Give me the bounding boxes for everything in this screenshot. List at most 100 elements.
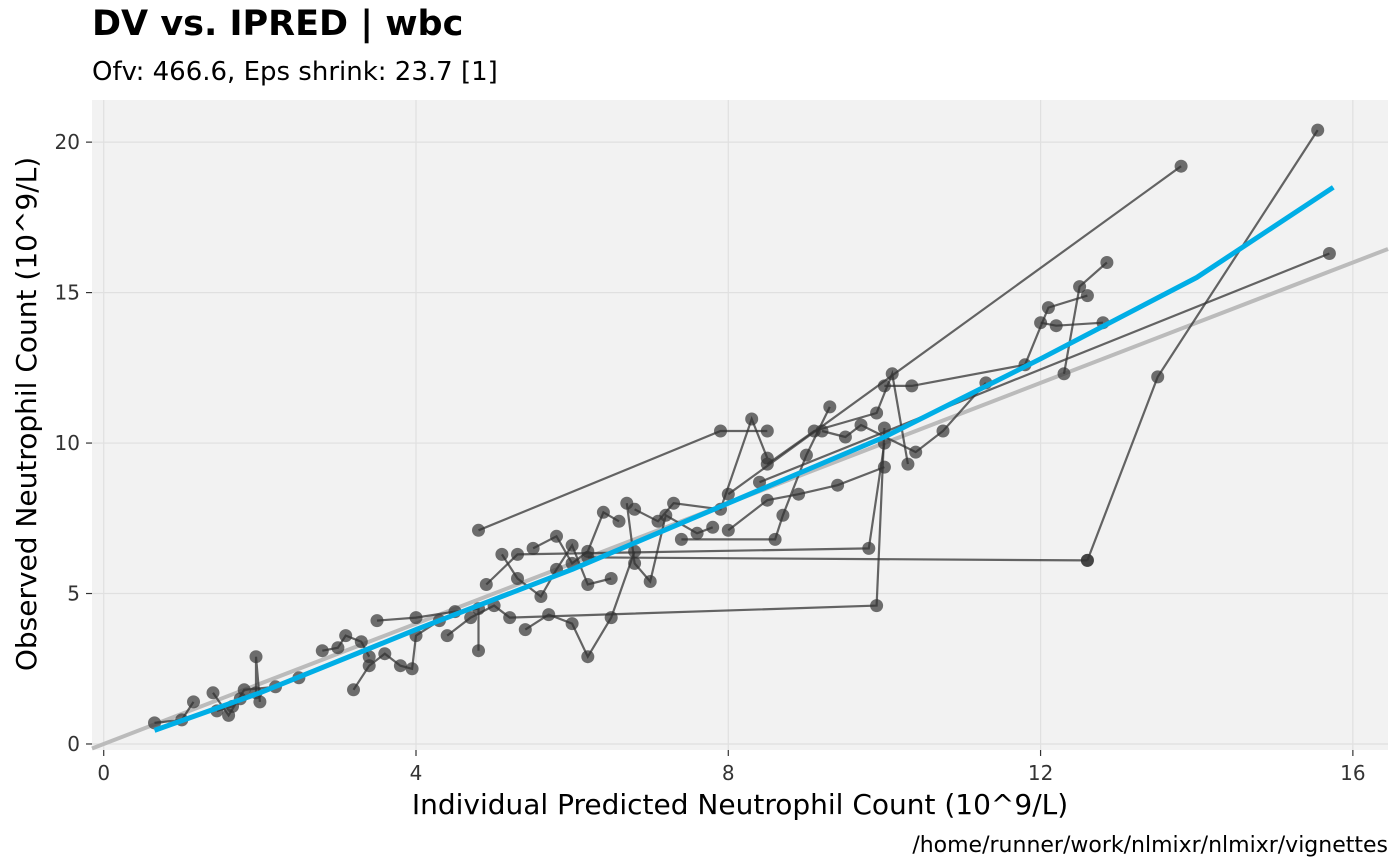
- data-point: [1311, 123, 1325, 137]
- data-point: [565, 538, 579, 552]
- data-point: [792, 487, 806, 501]
- data-point: [331, 641, 345, 655]
- subject-line: [485, 442, 886, 586]
- data-point: [440, 629, 454, 643]
- data-point: [628, 544, 642, 558]
- data-point: [628, 502, 642, 516]
- y-tick-label: 20: [55, 130, 80, 154]
- data-point: [628, 556, 642, 570]
- x-tick-label: 12: [1028, 761, 1053, 785]
- data-point: [409, 611, 423, 625]
- data-point: [721, 523, 735, 537]
- y-tick-label: 0: [67, 732, 80, 756]
- data-point: [542, 608, 556, 622]
- chart-marks: [91, 123, 1389, 751]
- data-point: [674, 532, 688, 546]
- data-point: [905, 379, 919, 393]
- x-tick-label: 4: [410, 761, 423, 785]
- data-point: [768, 532, 782, 546]
- x-tick-label: 8: [722, 761, 735, 785]
- data-point: [362, 650, 376, 664]
- data-point: [253, 695, 267, 709]
- data-point: [565, 617, 579, 631]
- data-point: [1073, 280, 1087, 294]
- data-point: [596, 505, 610, 519]
- data-point: [604, 572, 618, 585]
- x-tick-label: 16: [1340, 761, 1365, 785]
- data-point: [753, 475, 766, 489]
- data-point: [1322, 247, 1336, 260]
- data-point: [877, 379, 891, 393]
- data-point: [706, 520, 720, 534]
- data-point: [581, 578, 595, 591]
- data-point: [1100, 256, 1114, 269]
- data-point: [206, 686, 220, 700]
- x-axis-title: Individual Predicted Neutrophil Count (1…: [412, 788, 1068, 821]
- data-point: [526, 541, 540, 555]
- subject-line: [727, 165, 1182, 496]
- chart-caption: /home/runner/work/nlmixr/nlmixr/vignette…: [912, 833, 1388, 858]
- data-point: [347, 683, 360, 697]
- x-tick-label: 0: [97, 761, 110, 785]
- data-point: [885, 367, 899, 381]
- chart-title: DV vs. IPRED | wbc: [92, 4, 463, 44]
- data-point: [393, 659, 407, 673]
- data-point: [503, 611, 517, 625]
- data-point: [612, 514, 626, 528]
- data-point: [667, 496, 681, 510]
- chart-subtitle: Ofv: 466.6, Eps shrink: 23.7 [1]: [92, 57, 498, 87]
- data-point: [354, 635, 368, 649]
- data-point: [550, 529, 563, 543]
- data-point: [831, 478, 845, 492]
- data-point: [534, 590, 548, 603]
- data-point: [370, 614, 384, 628]
- data-point: [511, 572, 524, 585]
- smooth-line: [153, 185, 1335, 733]
- axis-ticks: 0 4 8 12 16 0 5 10 15 20: [55, 130, 1366, 785]
- data-point: [643, 575, 657, 588]
- data-point: [651, 514, 665, 528]
- data-point: [760, 457, 774, 471]
- data-point: [1174, 159, 1188, 173]
- data-point: [472, 644, 485, 658]
- data-point: [518, 623, 532, 637]
- data-point: [511, 547, 524, 561]
- data-point: [604, 611, 618, 625]
- data-point: [870, 599, 884, 613]
- y-axis-title: Observed Neutrophil Count (10^9/L): [10, 157, 43, 671]
- data-point: [362, 659, 376, 673]
- data-point: [464, 611, 478, 625]
- data-point: [823, 400, 837, 414]
- data-point: [854, 418, 868, 432]
- y-tick-label: 15: [55, 281, 80, 305]
- data-point: [877, 460, 891, 474]
- data-point: [405, 662, 419, 676]
- subject-line: [759, 252, 1330, 484]
- data-point: [1057, 367, 1071, 381]
- data-point: [339, 629, 353, 643]
- data-point: [1080, 289, 1094, 303]
- data-point: [714, 424, 727, 438]
- data-point: [776, 508, 790, 522]
- data-point: [237, 683, 251, 697]
- data-point: [877, 421, 891, 435]
- data-point: [936, 424, 950, 438]
- data-point: [870, 406, 884, 420]
- data-point: [745, 412, 759, 426]
- data-point: [862, 541, 876, 555]
- data-point: [187, 695, 200, 709]
- data-point: [690, 526, 704, 540]
- plot-panel: [92, 100, 1388, 750]
- data-point: [1041, 301, 1055, 315]
- data-point: [1049, 319, 1063, 333]
- data-point: [760, 493, 774, 507]
- y-tick-label: 10: [55, 431, 80, 455]
- y-tick-label: 5: [67, 582, 80, 606]
- data-point: [479, 578, 493, 591]
- data-point: [148, 716, 161, 730]
- data-point: [378, 647, 392, 661]
- data-point: [909, 445, 923, 459]
- data-point: [581, 650, 595, 664]
- data-point: [1080, 553, 1094, 567]
